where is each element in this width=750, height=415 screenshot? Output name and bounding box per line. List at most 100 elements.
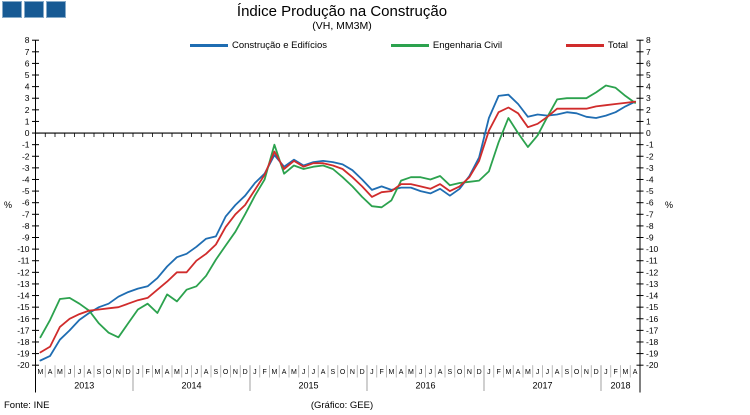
x-month-label: N [467,369,472,376]
x-month-label: S [214,369,219,376]
y-tick-label-left: -4 [22,174,30,184]
legend-item-total: Total [565,40,628,51]
y-tick-label-left: -19 [17,349,30,359]
chart-subtitle: (VH, MM3M) [312,20,372,32]
x-month-label: J [185,369,189,376]
y-tick-label-right: 0 [646,128,651,138]
y-tick-label-left: -13 [17,279,30,289]
x-month-label: O [574,369,580,376]
y-tick-label-right: -2 [646,151,654,161]
x-month-label: A [165,369,170,376]
x-month-label: N [584,369,589,376]
source-label: Fonte: INE [4,400,49,411]
chart-title: Índice Produção na Construção [237,3,447,20]
x-month-label: J [312,369,316,376]
x-month-label: J [429,369,433,376]
x-month-label: D [477,369,482,376]
x-month-label: S [331,369,336,376]
x-month-label: A [438,369,443,376]
x-month-label: J [419,369,423,376]
y-tick-label-right: 3 [646,93,651,103]
x-year-label: 2014 [181,381,201,391]
y-tick-label-right: 6 [646,58,651,68]
x-month-label: M [174,369,180,376]
x-month-label: J [136,369,140,376]
x-month-label: S [565,369,570,376]
y-tick-label-right: -17 [646,325,659,335]
y-tick-label-right: -16 [646,314,659,324]
y-tick-label-left: -3 [22,163,30,173]
y-tick-label-left: -12 [17,267,30,277]
y-tick-label-left: 4 [25,82,30,92]
x-month-label: A [633,369,638,376]
x-month-label: O [106,369,112,376]
y-tick-label-left: 7 [25,47,30,57]
y-tick-label-right: -18 [646,337,659,347]
logo-squares [2,1,68,18]
x-month-label: F [496,369,500,376]
x-month-label: A [399,369,404,376]
x-month-label: F [613,369,617,376]
x-month-label: J [604,369,608,376]
x-month-label: J [487,369,491,376]
x-month-label: O [457,369,463,376]
y-axis-unit-right: % [665,200,673,210]
y-tick-label-right: -11 [646,256,658,266]
y-tick-label-right: 2 [646,105,651,115]
y-tick-label-left: -8 [22,221,30,231]
y-tick-label-right: -5 [646,186,654,196]
y-tick-label-left: 3 [25,93,30,103]
x-month-label: F [262,369,266,376]
y-tick-label-left: 6 [25,58,30,68]
x-month-label: O [223,369,229,376]
y-tick-label-right: -4 [646,174,654,184]
y-tick-label-right: 1 [646,116,651,126]
x-month-label: N [233,369,238,376]
x-month-label: J [302,369,306,376]
y-tick-label-left: -18 [17,337,30,347]
x-month-label: A [321,369,326,376]
y-tick-label-left: -5 [22,186,30,196]
y-tick-label-left: -17 [17,325,30,335]
y-tick-label-left: 8 [25,35,30,45]
legend-item-construcao-e-edificios: Construção e Edifícios [190,40,327,51]
y-tick-label-right: -9 [646,233,654,243]
x-month-label: A [204,369,209,376]
y-tick-label-right: 5 [646,70,651,80]
y-tick-label-right: -1 [646,140,654,150]
x-month-label: A [516,369,521,376]
legend-item-engenharia-civil: Engenharia Civil [390,40,503,51]
x-month-label: F [145,369,149,376]
y-tick-label-left: -1 [22,140,30,150]
x-year-label: 2015 [298,381,318,391]
legend-swatch-engenharia-civil [390,44,429,47]
x-month-label: N [116,369,121,376]
y-tick-label-right: -20 [646,360,659,370]
x-month-label: M [622,369,628,376]
y-tick-label-right: 4 [646,82,651,92]
y-tick-label-right: -8 [646,221,654,231]
x-month-label: A [282,369,287,376]
x-month-label: M [408,369,414,376]
y-tick-label-left: -15 [17,302,30,312]
y-tick-label-left: -10 [17,244,30,254]
x-month-label: M [57,369,63,376]
legend-label: Engenharia Civil [432,40,503,51]
x-month-label: M [525,369,531,376]
y-tick-label-left: -6 [22,198,30,208]
x-month-label: A [555,369,560,376]
y-tick-label-left: 5 [25,70,30,80]
x-month-label: D [594,369,599,376]
y-tick-label-right: -7 [646,209,654,219]
series-line-engenharia-civil [39,84,636,339]
x-month-label: J [195,369,199,376]
x-month-label: M [37,369,43,376]
series-line-total [39,100,636,354]
x-month-label: O [340,369,346,376]
x-month-label: S [448,369,453,376]
x-month-label: J [78,369,82,376]
x-year-label: 2018 [610,381,630,391]
x-year-label: 2016 [415,381,435,391]
